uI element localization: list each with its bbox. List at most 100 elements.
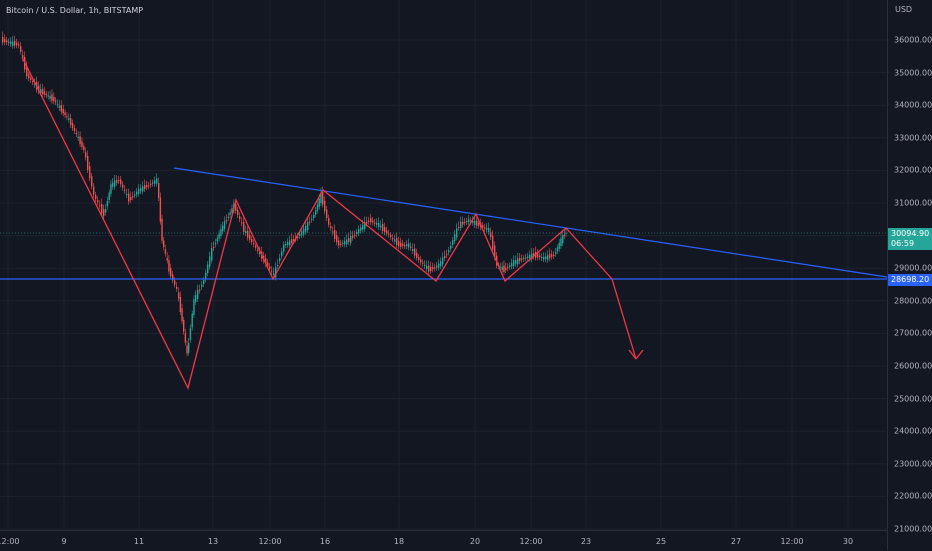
grid-lines bbox=[0, 0, 887, 530]
candle-body bbox=[553, 255, 555, 256]
candle-body bbox=[51, 94, 53, 101]
drawings-layer[interactable] bbox=[0, 56, 888, 390]
candle-body bbox=[318, 198, 320, 207]
candle-body bbox=[85, 152, 87, 158]
candle-body bbox=[193, 299, 195, 315]
candle-body bbox=[434, 267, 436, 269]
candle-body bbox=[259, 252, 261, 254]
candle-body bbox=[105, 209, 107, 213]
candle-body bbox=[158, 183, 160, 198]
candle-body bbox=[509, 265, 511, 267]
candle-body bbox=[68, 118, 70, 120]
candle-body bbox=[249, 234, 251, 240]
time-axis[interactable]: 12:00 9 11 13 12:00 16 18 20 12:00 23 25 27 12:00 30 bbox=[0, 530, 887, 551]
price-tick-label: 34000.00 bbox=[894, 100, 932, 110]
price-tick-label: 31000.00 bbox=[894, 198, 932, 208]
candle-body bbox=[448, 250, 450, 253]
candle-body bbox=[71, 123, 74, 128]
candle-body bbox=[406, 244, 408, 247]
candle-body bbox=[38, 85, 40, 92]
price-chart[interactable] bbox=[0, 0, 888, 530]
time-tick-label: 11 bbox=[133, 537, 145, 546]
candle-body bbox=[472, 220, 474, 223]
candle-body bbox=[191, 313, 193, 328]
bar-countdown: 06:59 bbox=[891, 239, 915, 248]
candle-body bbox=[410, 246, 412, 248]
candle-body bbox=[275, 267, 277, 278]
candle-body bbox=[484, 227, 486, 229]
forecast-arrow-head-left[interactable] bbox=[628, 349, 637, 360]
candle-body bbox=[172, 274, 174, 281]
candle-body bbox=[470, 220, 472, 222]
candle-body bbox=[332, 231, 334, 233]
candle-body bbox=[386, 230, 388, 234]
chart-pane[interactable]: Bitcoin / U.S. Dollar, 1h, BITSTAMP bbox=[0, 0, 888, 530]
candle-body bbox=[464, 221, 466, 223]
candle-body bbox=[364, 222, 366, 229]
candle-body bbox=[285, 244, 287, 245]
candle-body bbox=[537, 253, 539, 258]
candle-body bbox=[18, 44, 20, 46]
candle-body bbox=[527, 256, 529, 258]
horizontal-line-price-tag: 28698.20 bbox=[888, 274, 932, 286]
price-tick-label: 29000.00 bbox=[894, 263, 932, 273]
candle-body bbox=[478, 222, 480, 226]
last-price-value: 30094.90 bbox=[891, 229, 930, 238]
descending-trendline[interactable] bbox=[173, 167, 888, 278]
candle-body bbox=[556, 247, 559, 252]
candle-body bbox=[378, 223, 380, 227]
pattern-zigzag[interactable] bbox=[21, 56, 613, 390]
candle-body bbox=[388, 233, 390, 235]
candle-body bbox=[303, 228, 305, 235]
price-axis[interactable]: USD 36000.00 35000.00 34000.00 33000.00 3200… bbox=[887, 0, 932, 550]
forecast-arrow-head-right[interactable] bbox=[635, 349, 644, 360]
time-tick-label: 12:00 bbox=[780, 537, 804, 546]
candle-body bbox=[452, 240, 454, 245]
candle-body bbox=[555, 252, 557, 254]
candle-body bbox=[440, 261, 442, 267]
price-tick-label: 25000.00 bbox=[894, 394, 932, 404]
candle-body bbox=[281, 251, 283, 257]
candle-body bbox=[154, 180, 156, 184]
candle-body bbox=[446, 254, 448, 256]
candle-body bbox=[362, 224, 364, 230]
candle-body bbox=[103, 209, 105, 217]
candle-body bbox=[273, 273, 275, 275]
candle-body bbox=[73, 128, 76, 131]
time-tick-label: 18 bbox=[393, 537, 405, 546]
candle-body bbox=[368, 220, 370, 222]
candle-body bbox=[291, 239, 293, 243]
candle-body bbox=[466, 221, 468, 222]
candlesticks bbox=[2, 31, 567, 357]
candle-body bbox=[130, 197, 132, 200]
candle-body bbox=[53, 96, 55, 102]
price-tick-label: 24000.00 bbox=[894, 426, 932, 436]
candle-body bbox=[444, 256, 446, 258]
candle-body bbox=[26, 65, 28, 77]
candle-body bbox=[334, 230, 336, 239]
candle-body bbox=[227, 216, 229, 218]
candle-body bbox=[245, 231, 247, 233]
time-tick-label: 12:00 bbox=[0, 537, 20, 546]
candle-body bbox=[309, 221, 311, 223]
candle-body bbox=[558, 242, 560, 249]
candle-body bbox=[225, 219, 228, 222]
candle-body bbox=[360, 227, 362, 231]
candle-body bbox=[75, 133, 78, 135]
candle-body bbox=[218, 233, 220, 239]
time-tick-label: 12:00 bbox=[258, 537, 282, 546]
candle-body bbox=[83, 146, 85, 150]
candle-body bbox=[45, 93, 48, 95]
forecast-arrow-shaft[interactable] bbox=[611, 278, 637, 360]
candle-body bbox=[106, 200, 109, 207]
candle-body bbox=[392, 238, 394, 240]
candle-body bbox=[89, 166, 91, 179]
candle-body bbox=[533, 253, 535, 257]
symbol-title[interactable]: Bitcoin / U.S. Dollar, 1h, BITSTAMP bbox=[6, 6, 144, 15]
candle-body bbox=[372, 220, 374, 223]
candle-body bbox=[4, 38, 6, 43]
candle-body bbox=[545, 256, 547, 260]
candle-body bbox=[134, 194, 136, 196]
candle-body bbox=[490, 232, 492, 238]
candle-body bbox=[16, 42, 18, 46]
